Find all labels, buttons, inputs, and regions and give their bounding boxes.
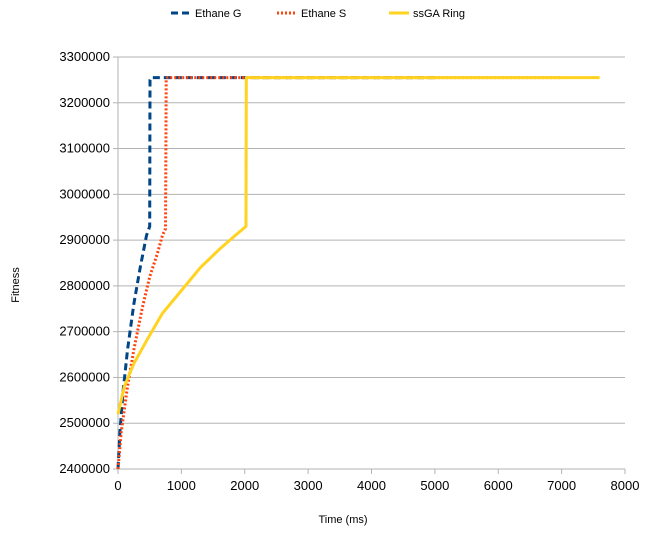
- y-tick-label: 2800000: [59, 278, 110, 293]
- x-tick-label: 2000: [230, 478, 259, 493]
- series-line-2: [116, 76, 562, 470]
- x-tick-label: 3000: [294, 478, 323, 493]
- legend-label: Ethane G: [195, 8, 241, 20]
- legend: Ethane G Ethane S ssGA Ring: [171, 8, 465, 20]
- y-tick-label: 3300000: [59, 49, 110, 64]
- x-tick-label: 8000: [611, 478, 640, 493]
- x-tick-label: 5000: [420, 478, 449, 493]
- y-tick-label: 2700000: [59, 324, 110, 339]
- x-tick-label: 1000: [167, 478, 196, 493]
- y-axis-ticks: 2400000 2500000 2600000 2700000 2800000 29000…: [59, 49, 118, 476]
- legend-label: Ethane S: [301, 8, 346, 20]
- axes: [117, 57, 625, 470]
- series-lines: [116, 76, 600, 470]
- x-tick-label: 7000: [547, 478, 576, 493]
- y-tick-label: 2400000: [59, 461, 110, 476]
- y-tick-label: 2900000: [59, 232, 110, 247]
- series-line-3: [116, 76, 600, 415]
- series-line-1: [116, 76, 435, 470]
- x-tick-label: 0: [114, 478, 121, 493]
- gridlines: [118, 56, 625, 470]
- x-axis-ticks: 0 1000 2000 3000 4000 5000 6000 7000 8000: [114, 469, 639, 493]
- y-tick-label: 3000000: [59, 186, 110, 201]
- y-tick-label: 3100000: [59, 141, 110, 156]
- x-tick-label: 6000: [484, 478, 513, 493]
- y-tick-label: 2500000: [59, 415, 110, 430]
- y-tick-label: 3200000: [59, 95, 110, 110]
- y-tick-label: 2600000: [59, 369, 110, 384]
- y-axis-label: Fitness: [10, 267, 22, 303]
- x-tick-label: 4000: [357, 478, 386, 493]
- x-axis-label: Time (ms): [318, 514, 367, 526]
- legend-label: ssGA Ring: [413, 8, 465, 20]
